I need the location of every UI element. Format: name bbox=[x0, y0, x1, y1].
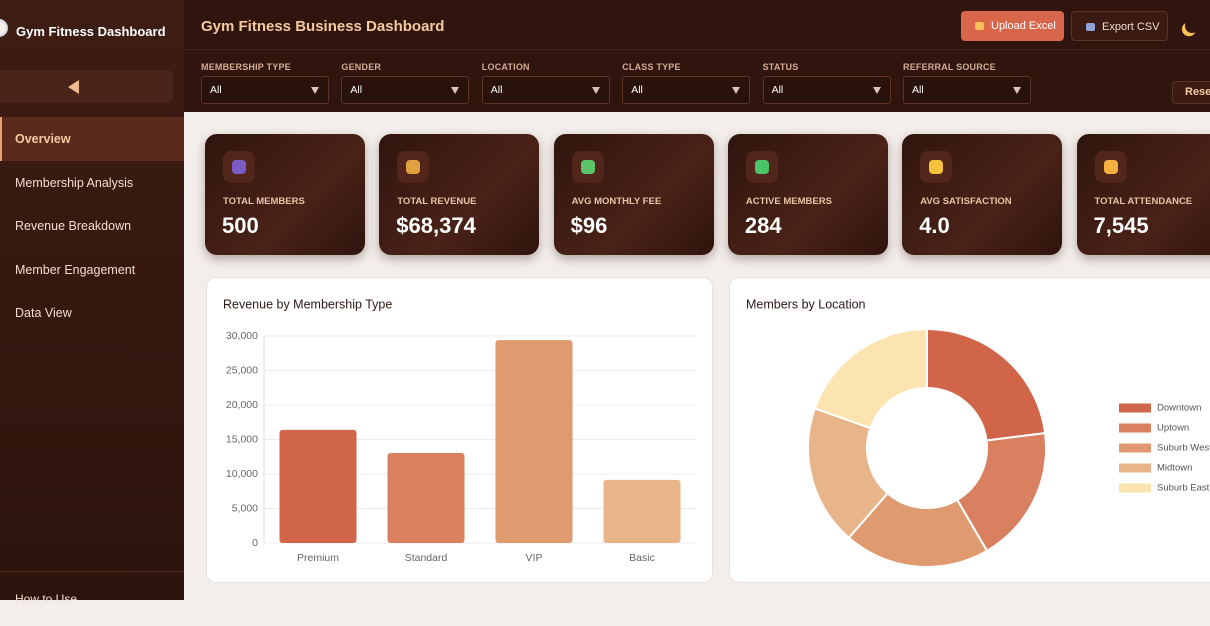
bar bbox=[496, 340, 573, 543]
chart-title: Members by Location bbox=[746, 297, 866, 311]
filter-label: REFERRAL SOURCE bbox=[903, 62, 996, 72]
filter-label: CLASS TYPE bbox=[622, 62, 681, 72]
chart-title: Revenue by Membership Type bbox=[223, 297, 392, 311]
y-tick-label: 5,000 bbox=[232, 502, 258, 514]
y-tick-label: 0 bbox=[252, 537, 258, 549]
y-tick-label: 10,000 bbox=[226, 468, 258, 480]
filter-select[interactable]: All bbox=[201, 76, 329, 104]
kpi-value: $68,374 bbox=[396, 213, 476, 239]
y-tick-label: 30,000 bbox=[226, 330, 258, 342]
collapse-button[interactable] bbox=[0, 70, 173, 103]
kpi-value: $96 bbox=[571, 213, 608, 239]
kpi-value: 7,545 bbox=[1094, 213, 1149, 239]
legend-swatch bbox=[1119, 404, 1151, 413]
kpi-card: ACTIVE MEMBERS 284 bbox=[728, 134, 888, 255]
kpi-card: TOTAL ATTENDANCE 7,545 bbox=[1077, 134, 1210, 255]
theme-toggle[interactable] bbox=[1183, 17, 1201, 35]
kpi-card: AVG SATISFACTION 4.0 bbox=[902, 134, 1062, 255]
bar-chart: Revenue by Membership Type 0 5,000 10,000 15… bbox=[207, 278, 713, 583]
upload-button[interactable]: Upload Excel bbox=[961, 11, 1064, 41]
icon-glyph bbox=[929, 160, 943, 174]
legend-swatch bbox=[1119, 444, 1151, 453]
page-title: Gym Fitness Business Dashboard bbox=[201, 18, 444, 35]
bar-card: Revenue by Membership Type 0 5,000 10,000 15… bbox=[206, 277, 713, 583]
legend-swatch bbox=[1119, 464, 1151, 473]
kpi-icon bbox=[397, 151, 429, 183]
legend-label: Downtown bbox=[1157, 403, 1201, 414]
nav-item[interactable]: Data View bbox=[0, 291, 184, 335]
nav-item[interactable]: Membership Analysis bbox=[0, 161, 184, 205]
legend-swatch bbox=[1119, 484, 1151, 493]
x-tick-label: Basic bbox=[629, 552, 655, 564]
filter-select[interactable]: All bbox=[341, 76, 469, 104]
nav-item[interactable]: Overview bbox=[0, 117, 184, 161]
kpi-icon bbox=[223, 151, 255, 183]
donut-chart: Members by Location Downtown Uptown Suburb … bbox=[730, 278, 1210, 583]
nav-item[interactable]: Revenue Breakdown bbox=[0, 204, 184, 248]
y-tick-label: 20,000 bbox=[226, 399, 258, 411]
reset-button[interactable]: Reset bbox=[1172, 81, 1210, 104]
kpi-value: 500 bbox=[222, 213, 259, 239]
y-tick-label: 25,000 bbox=[226, 364, 258, 376]
kpi-card: AVG MONTHLY FEE $96 bbox=[554, 134, 714, 255]
icon-glyph bbox=[755, 160, 769, 174]
y-tick-label: 15,000 bbox=[226, 433, 258, 445]
kpi-icon bbox=[1095, 151, 1127, 183]
kpi-label: TOTAL MEMBERS bbox=[223, 196, 305, 207]
kpi-card: TOTAL REVENUE $68,374 bbox=[379, 134, 539, 255]
bar bbox=[280, 430, 357, 543]
logo bbox=[0, 19, 8, 37]
kpi-value: 284 bbox=[745, 213, 782, 239]
icon-glyph bbox=[406, 160, 420, 174]
bar bbox=[388, 453, 465, 543]
kpi-label: TOTAL ATTENDANCE bbox=[1095, 196, 1193, 207]
legend-label: Suburb East bbox=[1157, 483, 1210, 494]
bar bbox=[604, 480, 681, 543]
filter-select[interactable]: All bbox=[763, 76, 891, 104]
donut-slice bbox=[927, 329, 1045, 440]
kpi-value: 4.0 bbox=[919, 213, 950, 239]
filter-label: STATUS bbox=[763, 62, 799, 72]
legend-label: Suburb West bbox=[1157, 443, 1210, 454]
icon-glyph bbox=[1104, 160, 1118, 174]
kpi-icon bbox=[572, 151, 604, 183]
help-link[interactable]: How to Use bbox=[0, 571, 184, 626]
filter-label: LOCATION bbox=[482, 62, 530, 72]
nav-item[interactable]: Member Engagement bbox=[0, 248, 184, 292]
legend-swatch bbox=[1119, 424, 1151, 433]
donut-card: Members by Location Downtown Uptown Suburb … bbox=[729, 277, 1210, 583]
kpi-icon bbox=[746, 151, 778, 183]
export-button[interactable]: Export CSV bbox=[1071, 11, 1168, 41]
brand: Gym Fitness Dashboard bbox=[16, 24, 166, 39]
legend-label: Midtown bbox=[1157, 463, 1192, 474]
x-tick-label: Standard bbox=[405, 552, 448, 564]
kpi-card: TOTAL MEMBERS 500 bbox=[205, 134, 365, 255]
kpi-label: AVG MONTHLY FEE bbox=[572, 196, 662, 207]
filter-label: MEMBERSHIP TYPE bbox=[201, 62, 291, 72]
filter-select[interactable]: All bbox=[622, 76, 750, 104]
filter-select[interactable]: All bbox=[482, 76, 610, 104]
x-tick-label: VIP bbox=[526, 552, 543, 564]
donut-slice bbox=[815, 329, 927, 428]
kpi-label: AVG SATISFACTION bbox=[920, 196, 1011, 207]
icon-glyph bbox=[232, 160, 246, 174]
header: Gym Fitness Business Dashboard Upload Ex… bbox=[184, 0, 1210, 50]
kpi-label: ACTIVE MEMBERS bbox=[746, 196, 832, 207]
filter-label: GENDER bbox=[341, 62, 381, 72]
topbar: Gym Fitness Business Dashboard Upload Ex… bbox=[184, 0, 1210, 112]
icon-glyph bbox=[581, 160, 595, 174]
legend-label: Uptown bbox=[1157, 423, 1189, 434]
filter-select[interactable]: All bbox=[903, 76, 1031, 104]
kpi-icon bbox=[920, 151, 952, 183]
kpi-label: TOTAL REVENUE bbox=[397, 196, 476, 207]
x-tick-label: Premium bbox=[297, 552, 339, 564]
